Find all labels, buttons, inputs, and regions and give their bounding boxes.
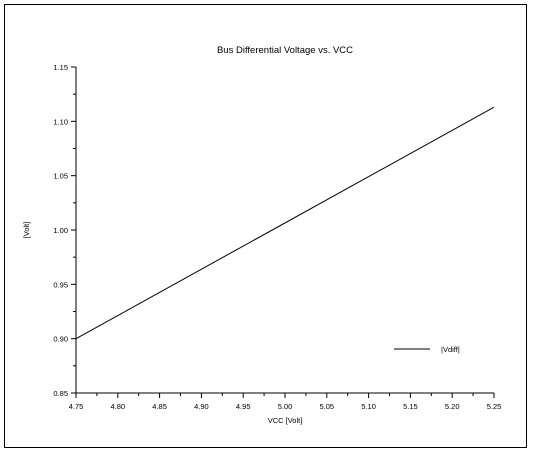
x-tick-label: 4.90	[194, 402, 209, 411]
y-tick-label: 0.90	[53, 335, 68, 344]
x-tick-label: 5.10	[361, 402, 376, 411]
y-tick-label: 1.00	[53, 226, 68, 235]
chart-frame: Bus Differential Voltage vs. VCC 4.75 4.80…	[4, 4, 527, 448]
y-tick-label: 1.10	[53, 117, 68, 126]
y-tick-label: 0.85	[53, 389, 68, 398]
series-line-vdiff	[75, 106, 495, 340]
x-tick-label: 4.95	[236, 402, 251, 411]
x-tick-label: 5.00	[278, 402, 293, 411]
x-tick-label: 5.25	[487, 402, 502, 411]
y-tick-label: 1.15	[53, 63, 68, 72]
y-axis-title: [Volt]	[22, 222, 31, 239]
legend-label: |Vdiff|	[441, 345, 460, 354]
chart-title: Bus Differential Voltage vs. VCC	[217, 45, 353, 56]
x-tick-label: 5.20	[445, 402, 460, 411]
y-tick-label: 0.95	[53, 280, 68, 289]
x-tick-label: 5.05	[319, 402, 334, 411]
x-tick-label: 4.75	[69, 402, 84, 411]
line-chart: Bus Differential Voltage vs. VCC 4.75 4.80…	[22, 45, 502, 425]
x-axis-title: VCC [Volt]	[268, 416, 303, 425]
x-tick-label: 4.85	[152, 402, 167, 411]
y-tick-label: 1.05	[53, 172, 68, 181]
x-tick-label: 5.15	[403, 402, 418, 411]
x-tick-label: 4.80	[110, 402, 125, 411]
